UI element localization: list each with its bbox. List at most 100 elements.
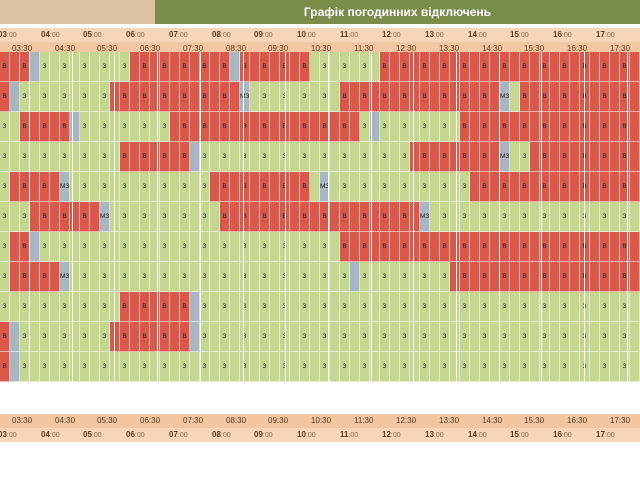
schedule-cell (210, 82, 220, 112)
schedule-cell: В (480, 82, 490, 112)
schedule-cell: З (300, 142, 310, 172)
schedule-cell: З (200, 322, 210, 352)
schedule-cell: З (60, 142, 70, 172)
schedule-cell (410, 232, 420, 262)
schedule-cell: З (80, 232, 90, 262)
schedule-cell: З (80, 82, 90, 112)
schedule-cell (550, 292, 560, 322)
schedule-cell (630, 292, 640, 322)
schedule-cell: З (420, 262, 430, 292)
schedule-cell (270, 232, 280, 262)
schedule-cell: З (220, 262, 230, 292)
schedule-cell: В (360, 202, 370, 232)
schedule-cell (470, 112, 480, 142)
schedule-cell (470, 262, 480, 292)
schedule-cell (310, 262, 320, 292)
schedule-cell: З (200, 292, 210, 322)
schedule-cell: В (80, 202, 90, 232)
schedule-cell: В (0, 352, 10, 382)
schedule-cell: В (540, 112, 550, 142)
schedule-cell: З (320, 262, 330, 292)
hour-number: 07 (169, 430, 178, 439)
half-hour-label-top: 15:30 (524, 44, 545, 53)
schedule-cell (110, 262, 120, 292)
schedule-cell: В (0, 82, 10, 112)
schedule-cell: З (240, 352, 250, 382)
schedule-cell (70, 142, 80, 172)
schedule-cell: З (480, 352, 490, 382)
schedule-cell: В (560, 262, 570, 292)
schedule-cell: З (160, 232, 170, 262)
schedule-cell (270, 292, 280, 322)
schedule-cell: З (140, 112, 150, 142)
schedule-cell (30, 82, 40, 112)
schedule-cell: З (200, 232, 210, 262)
schedule-cell (110, 322, 120, 352)
schedule-cell: З (420, 322, 430, 352)
schedule-cell (90, 232, 100, 262)
schedule-cell: З (360, 112, 370, 142)
schedule-cell: В (180, 292, 190, 322)
schedule-cell: МЗ (240, 82, 250, 112)
schedule-cell (30, 292, 40, 322)
schedule-cell: В (580, 172, 590, 202)
schedule-cell: З (460, 172, 470, 202)
schedule-cell: З (200, 262, 210, 292)
schedule-cell: З (120, 232, 130, 262)
schedule-cell: В (600, 262, 610, 292)
hour-label-top: 17:00 (596, 28, 615, 42)
schedule-cell: З (340, 322, 350, 352)
schedule-cell (130, 82, 140, 112)
schedule-cell (590, 112, 600, 142)
schedule-cell: З (420, 292, 430, 322)
schedule-cell: В (540, 142, 550, 172)
hour-minutes: :00 (390, 32, 401, 39)
schedule-cell: З (380, 262, 390, 292)
schedule-cell (150, 142, 160, 172)
schedule-cell (230, 142, 240, 172)
schedule-cell: В (300, 172, 310, 202)
schedule-cell (510, 82, 520, 112)
schedule-cell (30, 172, 40, 202)
schedule-cell (390, 262, 400, 292)
schedule-cell (270, 82, 280, 112)
schedule-cell: З (440, 352, 450, 382)
schedule-cell: В (520, 172, 530, 202)
schedule-cell: З (500, 352, 510, 382)
schedule-cell: В (380, 82, 390, 112)
schedule-cell (310, 322, 320, 352)
schedule-cell (270, 322, 280, 352)
hour-minutes: :00 (433, 432, 444, 439)
schedule-cell (310, 82, 320, 112)
schedule-cell: З (320, 142, 330, 172)
schedule-cell: З (380, 322, 390, 352)
schedule-cell (570, 232, 580, 262)
hour-number: 05 (83, 430, 92, 439)
schedule-cell: МЗ (60, 262, 70, 292)
schedule-cell (570, 172, 580, 202)
schedule-cell (190, 292, 200, 322)
schedule-cell: В (0, 52, 10, 82)
schedule-cell: З (260, 262, 270, 292)
schedule-cell (370, 292, 380, 322)
schedule-cell (150, 202, 160, 232)
schedule-cell (630, 82, 640, 112)
hour-number: 11 (340, 430, 349, 439)
hour-minutes: :00 (177, 432, 188, 439)
schedule-cell: З (220, 232, 230, 262)
schedule-cell: З (80, 352, 90, 382)
schedule-cell: В (180, 112, 190, 142)
schedule-cell: В (620, 112, 630, 142)
schedule-cell (30, 202, 40, 232)
schedule-cell (70, 262, 80, 292)
schedule-cell: В (540, 52, 550, 82)
schedule-cell: З (540, 292, 550, 322)
schedule-cell (330, 322, 340, 352)
schedule-cell: З (520, 352, 530, 382)
schedule-cell: В (220, 52, 230, 82)
schedule-cell (290, 202, 300, 232)
schedule-cell (390, 292, 400, 322)
schedule-cell: З (220, 322, 230, 352)
schedule-cell: З (100, 112, 110, 142)
schedule-cell (510, 142, 520, 172)
